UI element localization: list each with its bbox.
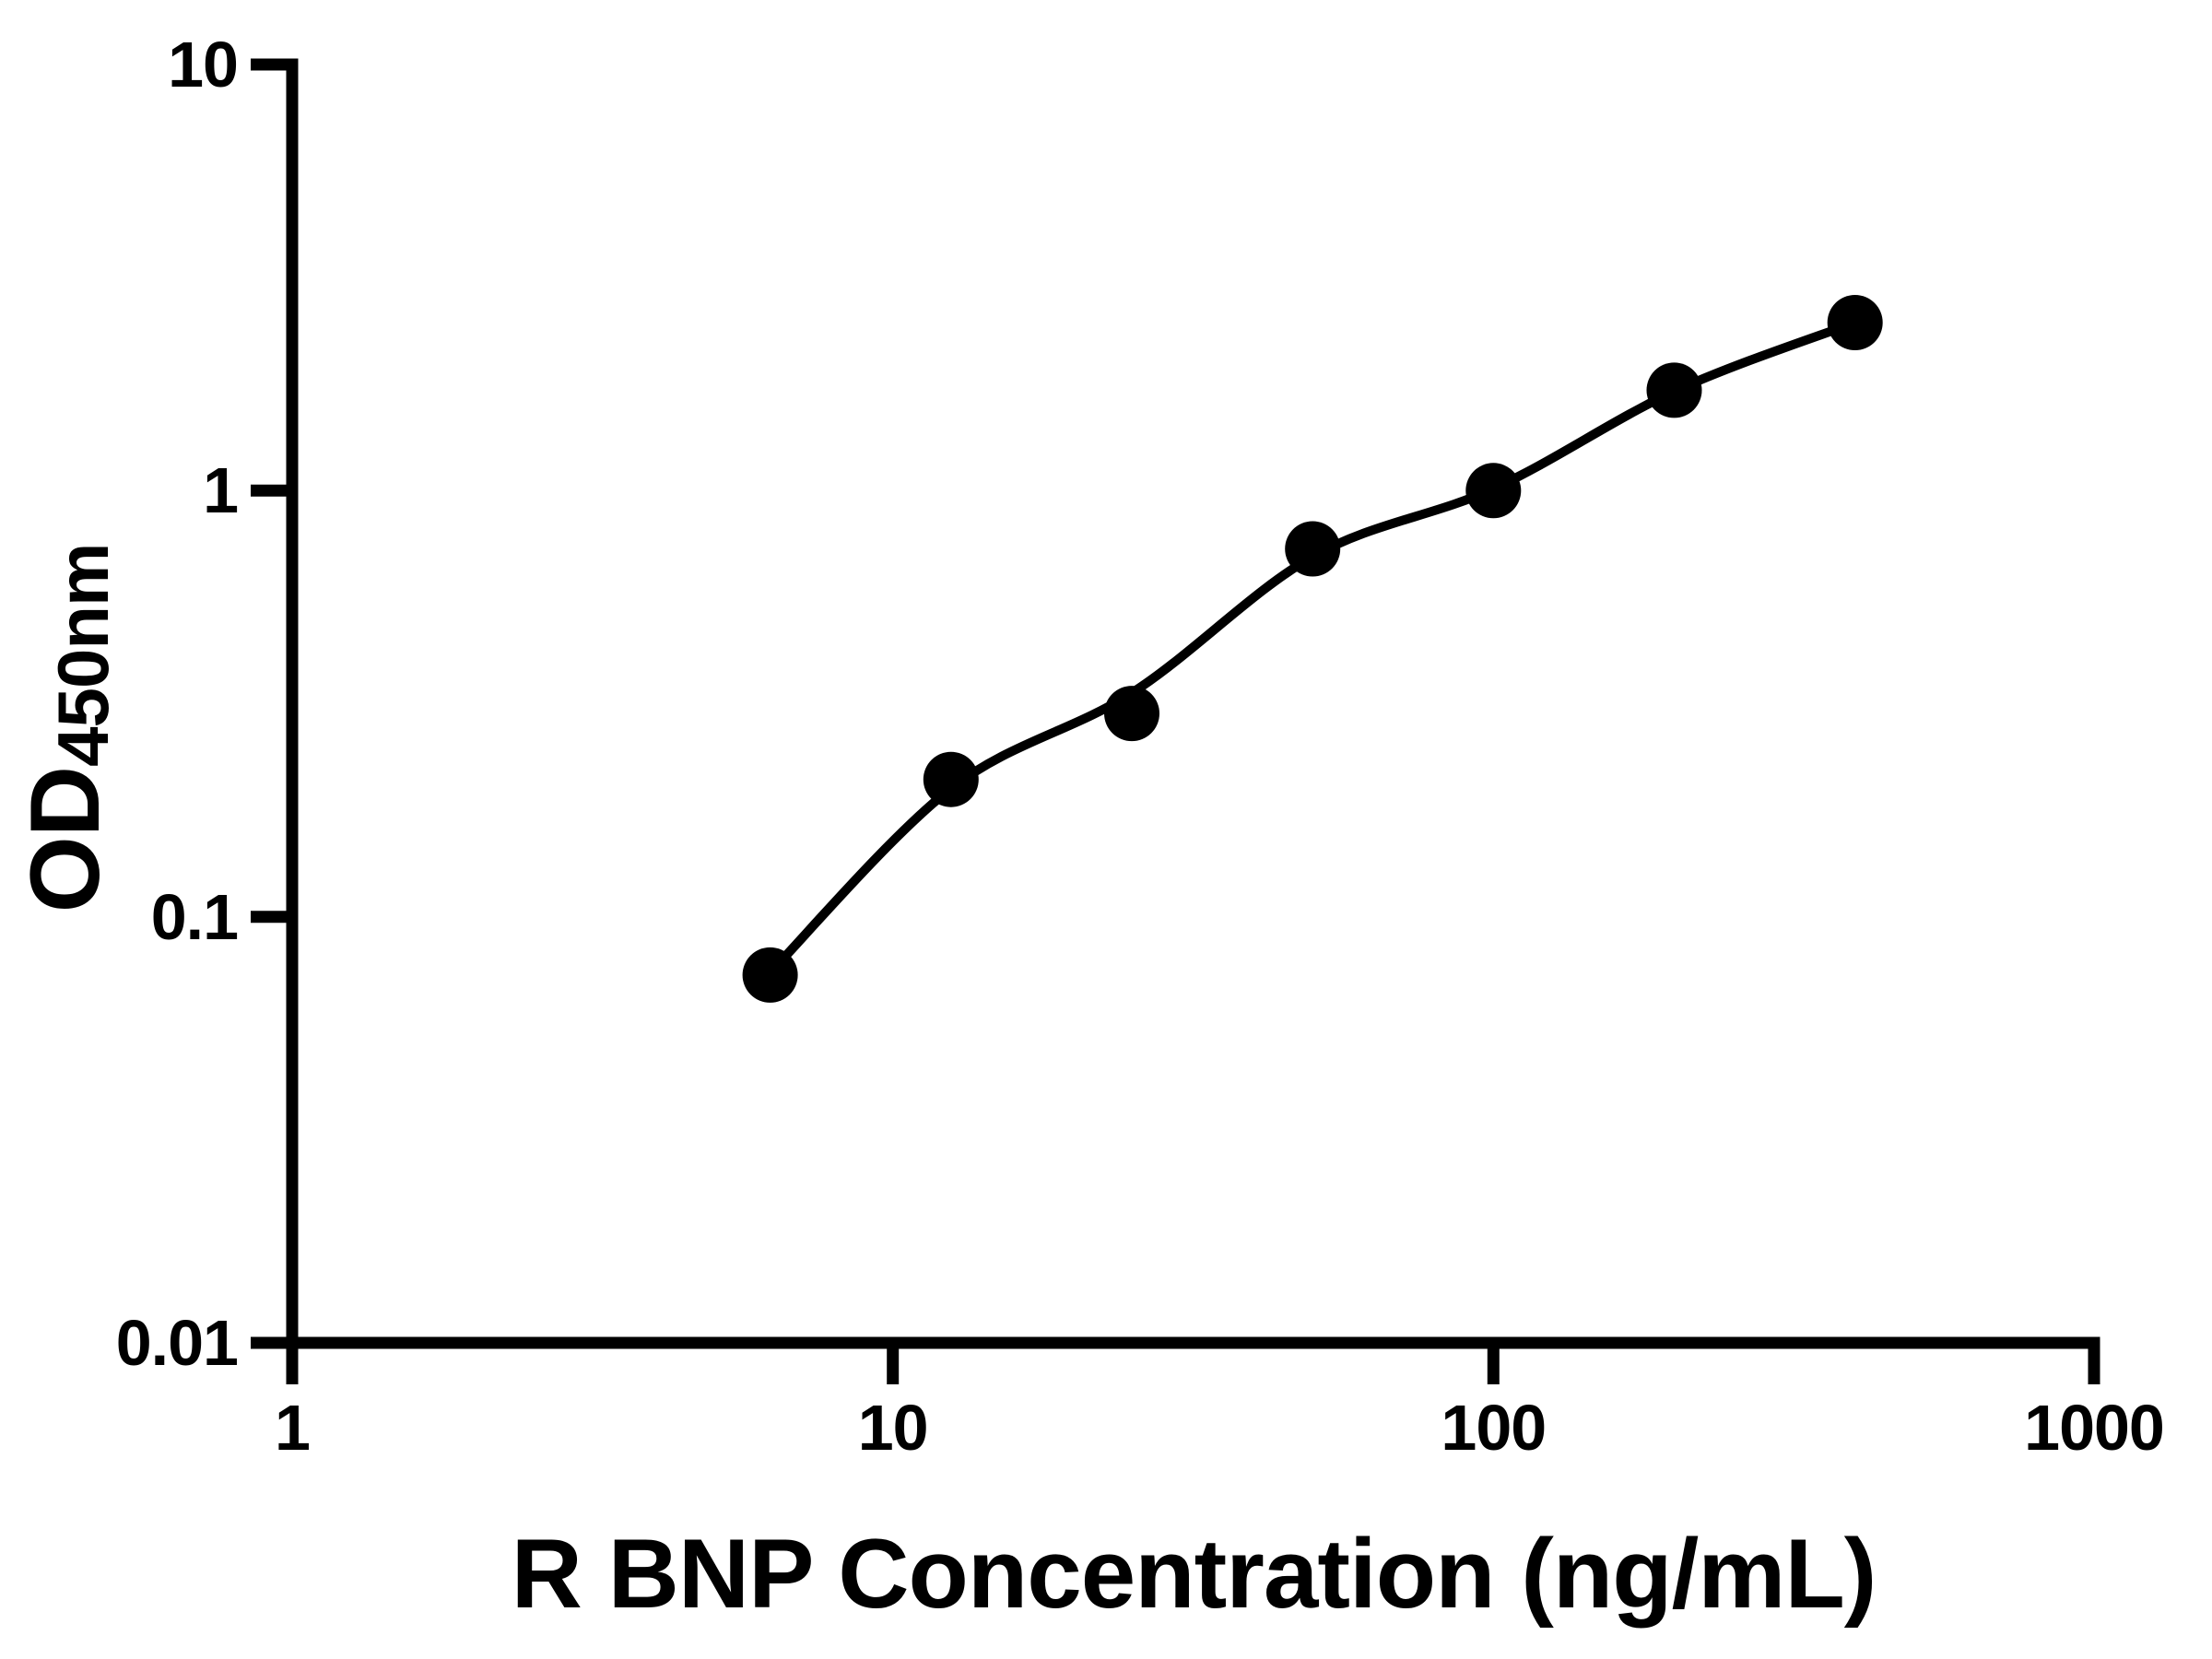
- x-axis-title: R BNP Concentration (ng/mL): [511, 1518, 1877, 1629]
- y-axis-title: OD450nm: [7, 543, 124, 913]
- y-axis-title-main: OD: [9, 766, 120, 913]
- data-point-4: [1285, 521, 1341, 577]
- data-point-1: [742, 947, 798, 1003]
- fit-curve: [765, 318, 1860, 978]
- data-point-5: [1465, 463, 1522, 519]
- y-axis-title-subscript: 450nm: [42, 543, 124, 767]
- data-point-6: [1646, 362, 1702, 418]
- data-point-3: [1104, 686, 1159, 742]
- data-point-2: [923, 751, 979, 807]
- data-point-7: [1827, 295, 1883, 350]
